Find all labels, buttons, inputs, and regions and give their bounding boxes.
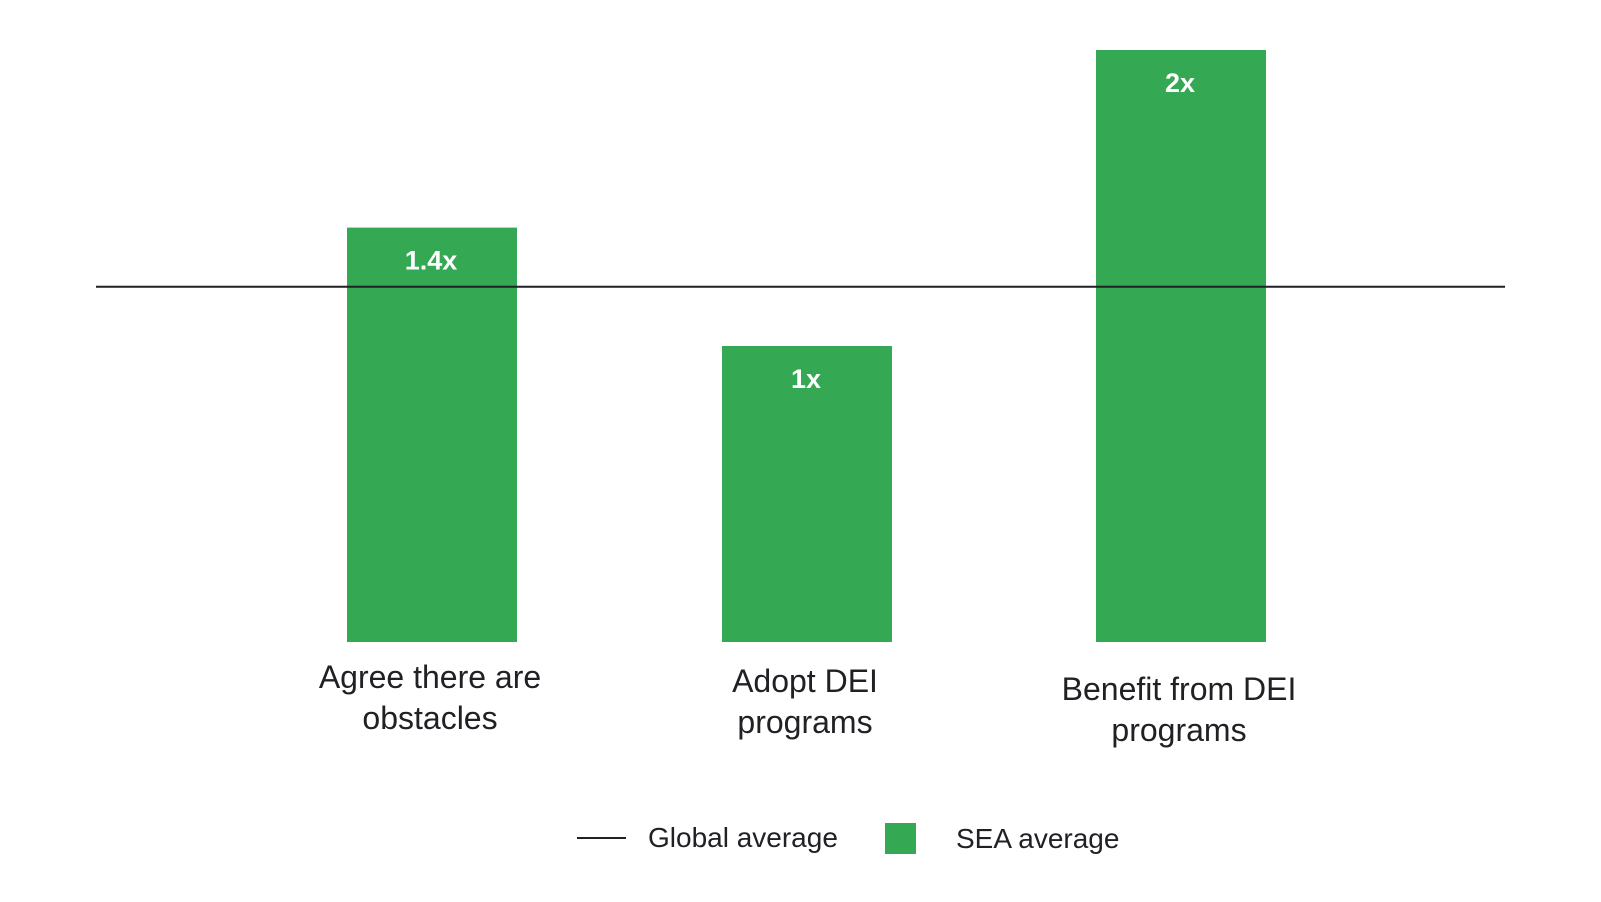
legend-sea-average-label: SEA average — [956, 823, 1119, 854]
category-label-line: programs — [737, 704, 872, 740]
legend-sea-average-swatch — [885, 823, 916, 854]
legend: Global average SEA average — [577, 822, 1119, 854]
bar-2 — [722, 346, 892, 642]
category-label-1: Agree there are obstacles — [319, 659, 541, 736]
bar-value-label-2: 1x — [791, 364, 821, 394]
bar-3 — [1096, 50, 1266, 642]
category-labels-layer: Agree there are obstacles Adopt DEI program… — [319, 659, 1297, 748]
category-label-line: Adopt DEI — [732, 663, 878, 699]
legend-global-average-label: Global average — [648, 822, 838, 853]
category-label-line: Agree there are — [319, 659, 541, 695]
category-label-line: programs — [1111, 712, 1246, 748]
bar-value-label-1: 1.4x — [405, 246, 458, 276]
bar-1 — [347, 227, 517, 642]
bar-labels-layer: 1.4x 1x 2x — [405, 68, 1195, 394]
category-label-2: Adopt DEI programs — [732, 663, 878, 740]
bars-layer — [347, 50, 1266, 642]
bar-value-label-3: 2x — [1165, 68, 1195, 98]
category-label-line: obstacles — [362, 700, 497, 736]
category-label-3: Benefit from DEI programs — [1062, 671, 1297, 748]
category-label-line: Benefit from DEI — [1062, 671, 1297, 707]
